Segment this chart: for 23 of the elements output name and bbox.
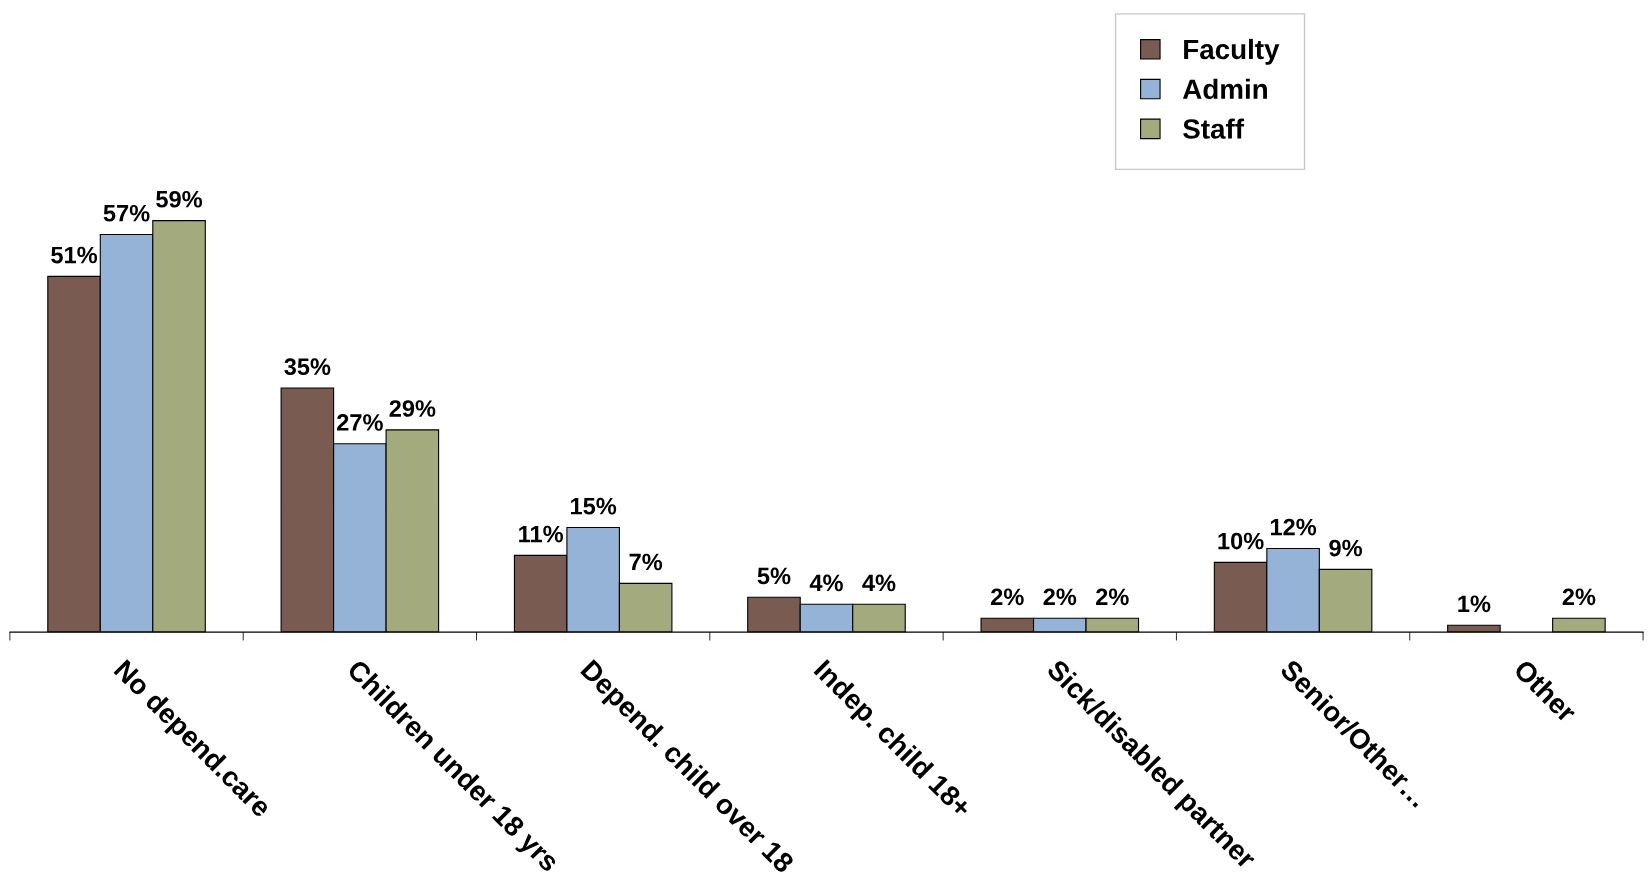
legend-label: Admin bbox=[1182, 78, 1267, 100]
data-label: 2% bbox=[1096, 588, 1129, 606]
data-label: 57% bbox=[103, 204, 150, 222]
data-label: 29% bbox=[389, 400, 436, 417]
data-label: 1% bbox=[1458, 595, 1491, 613]
data-label: 2% bbox=[1043, 588, 1077, 606]
data-label: 2% bbox=[991, 588, 1024, 606]
data-label: 10% bbox=[1218, 532, 1264, 550]
data-label: 11% bbox=[519, 525, 564, 543]
data-label: 51% bbox=[51, 246, 98, 264]
legend-label: Faculty bbox=[1184, 38, 1280, 65]
data-label: 12% bbox=[1270, 518, 1317, 536]
data-label: 35% bbox=[284, 358, 331, 376]
data-label: 9% bbox=[1329, 539, 1363, 557]
legend-label: Staff bbox=[1183, 118, 1245, 139]
data-label: 4% bbox=[809, 574, 843, 592]
data-label: 15% bbox=[571, 497, 617, 515]
data-label: 2% bbox=[1562, 588, 1596, 606]
data-label: 4% bbox=[862, 574, 896, 592]
data-label: 59% bbox=[156, 190, 203, 208]
data-label: 27% bbox=[337, 414, 383, 431]
data-label: 5% bbox=[757, 567, 791, 585]
data-label: 7% bbox=[629, 553, 663, 571]
